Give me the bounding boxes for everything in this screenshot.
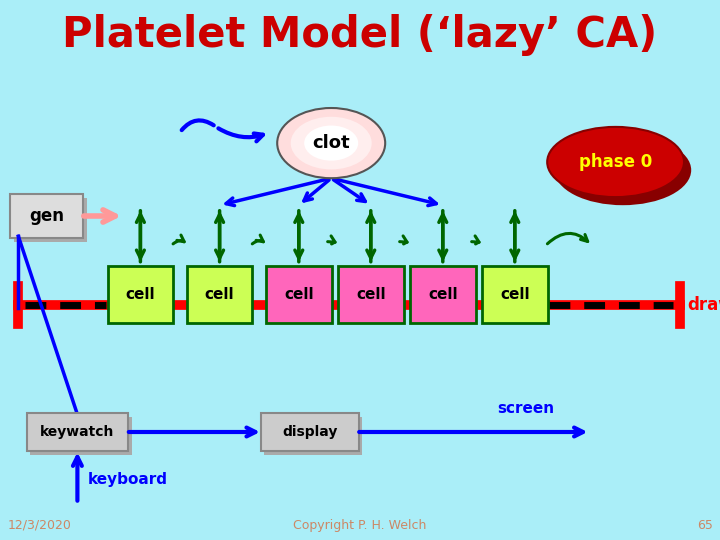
FancyBboxPatch shape	[27, 413, 128, 451]
Text: 65: 65	[697, 519, 713, 532]
FancyBboxPatch shape	[264, 417, 362, 455]
Text: cell: cell	[428, 287, 458, 302]
Text: cell: cell	[284, 287, 314, 302]
Text: cell: cell	[356, 287, 386, 302]
Text: clot: clot	[312, 134, 350, 152]
FancyBboxPatch shape	[266, 266, 331, 323]
Ellipse shape	[291, 117, 372, 170]
FancyBboxPatch shape	[108, 266, 173, 323]
Text: cell: cell	[500, 287, 530, 302]
FancyBboxPatch shape	[11, 194, 84, 238]
Text: cell: cell	[125, 287, 156, 302]
Text: gen: gen	[30, 207, 64, 225]
FancyBboxPatch shape	[261, 413, 359, 451]
Text: Copyright P. H. Welch: Copyright P. H. Welch	[293, 519, 427, 532]
Text: Platelet Model (‘lazy’ CA): Platelet Model (‘lazy’ CA)	[63, 14, 657, 56]
Ellipse shape	[277, 108, 385, 178]
Text: screen: screen	[497, 401, 554, 416]
FancyBboxPatch shape	[482, 266, 547, 323]
Ellipse shape	[547, 127, 684, 197]
FancyBboxPatch shape	[30, 417, 132, 455]
Text: phase 0: phase 0	[579, 153, 652, 171]
Text: keyboard: keyboard	[89, 472, 168, 487]
FancyBboxPatch shape	[410, 266, 475, 323]
FancyBboxPatch shape	[338, 266, 403, 323]
Text: draw: draw	[688, 296, 720, 314]
Text: display: display	[282, 425, 337, 439]
FancyBboxPatch shape	[187, 266, 253, 323]
Text: keywatch: keywatch	[40, 425, 114, 439]
Ellipse shape	[554, 135, 691, 205]
Text: cell: cell	[204, 287, 235, 302]
FancyBboxPatch shape	[14, 199, 87, 242]
Text: 12/3/2020: 12/3/2020	[7, 519, 71, 532]
Ellipse shape	[304, 126, 359, 161]
